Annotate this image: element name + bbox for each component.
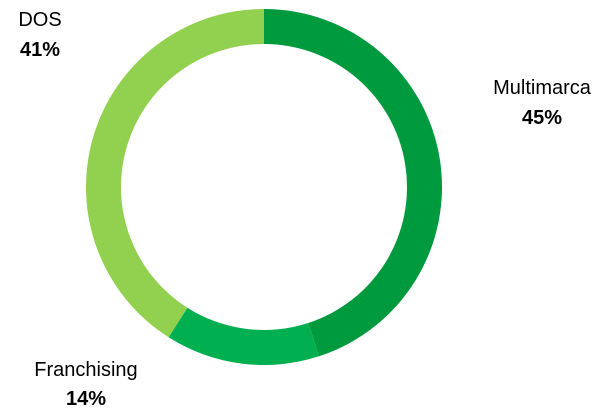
donut-slice-franchising bbox=[168, 307, 320, 366]
slice-value-dos: 41% bbox=[20, 39, 60, 61]
slice-value-franchising: 14% bbox=[66, 388, 106, 408]
slice-label-franchising: Franchising 14% bbox=[34, 359, 137, 408]
slice-label-multimarca: Multimarca 45% bbox=[493, 77, 592, 129]
donut-slice-multimarca bbox=[264, 9, 442, 357]
slice-name-multimarca: Multimarca bbox=[493, 77, 592, 99]
slice-value-multimarca: 45% bbox=[522, 107, 562, 129]
slice-name-franchising: Franchising bbox=[34, 359, 137, 381]
slice-name-dos: DOS bbox=[18, 9, 61, 31]
donut-slices bbox=[85, 9, 442, 366]
donut-slice-dos bbox=[85, 9, 264, 338]
slice-label-dos: DOS 41% bbox=[18, 9, 61, 61]
